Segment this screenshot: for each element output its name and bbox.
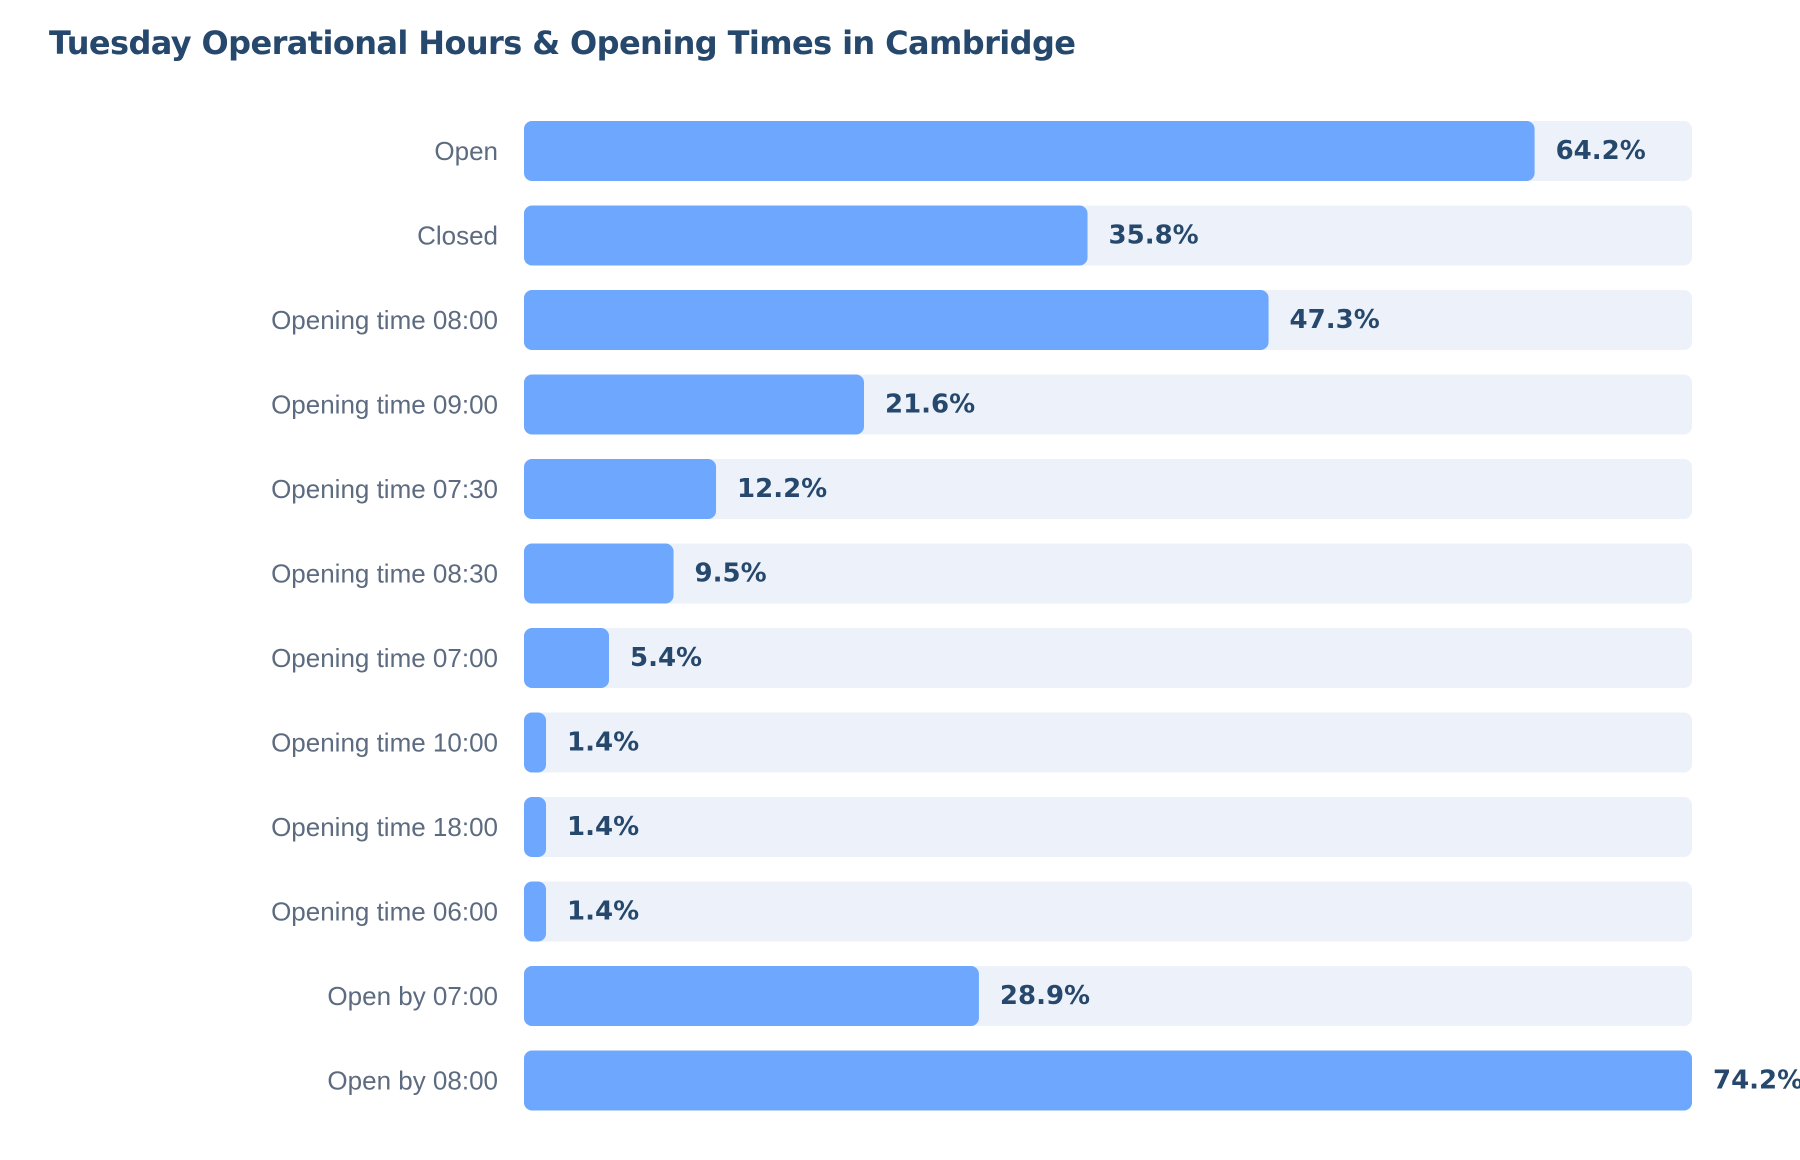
category-label-opening-time-07-00: Opening time 07:00 bbox=[271, 643, 498, 673]
category-label-opening-time-08-00: Opening time 08:00 bbox=[271, 305, 498, 335]
bar-closed bbox=[524, 205, 1088, 266]
value-label-closed: 35.8% bbox=[1109, 221, 1199, 251]
value-label-opening-time-08-30: 9.5% bbox=[695, 559, 767, 589]
category-label-open: Open bbox=[434, 136, 498, 166]
value-label-opening-time-07-00: 5.4% bbox=[630, 643, 702, 673]
value-label-opening-time-07-30: 12.2% bbox=[737, 474, 827, 504]
bar-opening-time-06-00 bbox=[524, 881, 547, 942]
bar-track-opening-time-08-30 bbox=[524, 543, 1692, 604]
value-label-open-by-08-00: 74.2% bbox=[1713, 1066, 1800, 1096]
bar-opening-time-09-00 bbox=[524, 374, 865, 435]
category-label-closed: Closed bbox=[417, 221, 498, 251]
value-label-opening-time-18-00: 1.4% bbox=[567, 812, 639, 842]
category-label-opening-time-09-00: Opening time 09:00 bbox=[271, 390, 498, 420]
value-label-open-by-07-00: 28.9% bbox=[1000, 981, 1090, 1011]
bar-open-by-07-00 bbox=[524, 966, 979, 1026]
chart-title: Tuesday Operational Hours & Opening Time… bbox=[49, 24, 1076, 62]
bar-track-opening-time-18-00 bbox=[524, 797, 1692, 857]
value-label-opening-time-10-00: 1.4% bbox=[567, 728, 639, 758]
bar-opening-time-07-00 bbox=[524, 628, 610, 688]
category-label-open-by-07-00: Open by 07:00 bbox=[327, 981, 498, 1011]
bar-opening-time-18-00 bbox=[524, 797, 547, 857]
bar-opening-time-08-30 bbox=[524, 543, 674, 604]
value-label-opening-time-09-00: 21.6% bbox=[885, 390, 975, 420]
category-label-opening-time-10-00: Opening time 10:00 bbox=[271, 728, 498, 758]
category-label-opening-time-18-00: Opening time 18:00 bbox=[271, 812, 498, 842]
bar-opening-time-07-30 bbox=[524, 459, 717, 519]
value-label-opening-time-06-00: 1.4% bbox=[567, 897, 639, 927]
bar-open bbox=[524, 121, 1535, 181]
bar-track-opening-time-07-30 bbox=[524, 459, 1692, 519]
value-label-open: 64.2% bbox=[1556, 136, 1646, 166]
category-label-open-by-08-00: Open by 08:00 bbox=[327, 1066, 498, 1096]
category-label-opening-time-08-30: Opening time 08:30 bbox=[271, 559, 498, 589]
bar-opening-time-08-00 bbox=[524, 290, 1269, 350]
category-label-opening-time-06-00: Opening time 06:00 bbox=[271, 897, 498, 927]
value-label-opening-time-08-00: 47.3% bbox=[1290, 305, 1380, 335]
bar-opening-time-10-00 bbox=[524, 712, 547, 773]
bar-open-by-08-00 bbox=[524, 1050, 1692, 1111]
bar-track-opening-time-07-00 bbox=[524, 628, 1692, 688]
bar-track-opening-time-10-00 bbox=[524, 712, 1692, 773]
category-label-opening-time-07-30: Opening time 07:30 bbox=[271, 474, 498, 504]
bar-track-opening-time-06-00 bbox=[524, 881, 1692, 942]
